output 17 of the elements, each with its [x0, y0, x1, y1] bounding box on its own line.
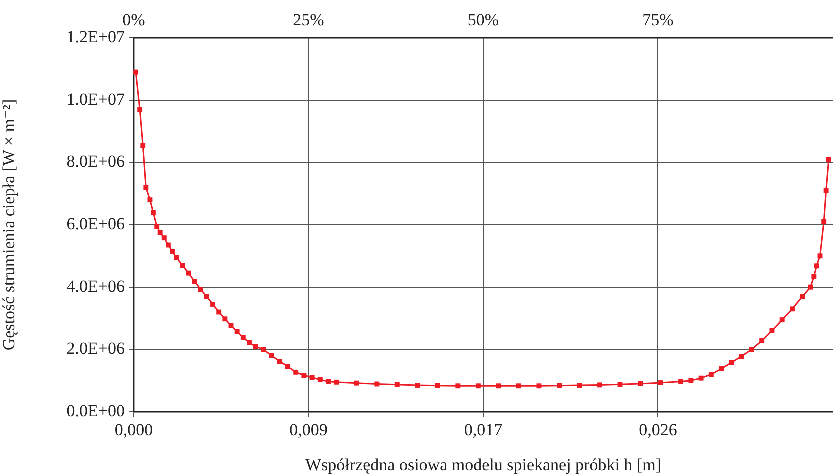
y-axis-title: Gęstość strumienia ciepła [W × m⁻²]	[0, 99, 19, 351]
x-axis-title: Współrzędna osiowa modelu spiekanej próbki h [m]	[306, 455, 662, 474]
x-tick-label: 0,000	[114, 420, 154, 440]
y-tick-label: 1.0E+07	[66, 90, 126, 109]
x-tick-label: 0,026	[639, 420, 678, 440]
x2-tick-label: 25%	[293, 10, 324, 30]
x-tick-label: 0,017	[464, 420, 504, 440]
y-tick-label: 4.0E+06	[66, 276, 125, 296]
x2-tick-label: 0%	[122, 10, 146, 30]
x2-tick-label: 50%	[468, 10, 500, 30]
x2-tick-label: 75%	[642, 10, 674, 30]
y-tick-label: 6.0E+06	[66, 214, 125, 234]
y-tick-label: 1.2E+07	[66, 27, 126, 46]
y-tick-label: 8.0E+06	[66, 152, 125, 172]
y-tick-label: 0.0E+00	[66, 401, 125, 420]
y-tick-label: 2.0E+06	[66, 339, 125, 358]
x-tick-label: 0,009	[290, 420, 328, 440]
